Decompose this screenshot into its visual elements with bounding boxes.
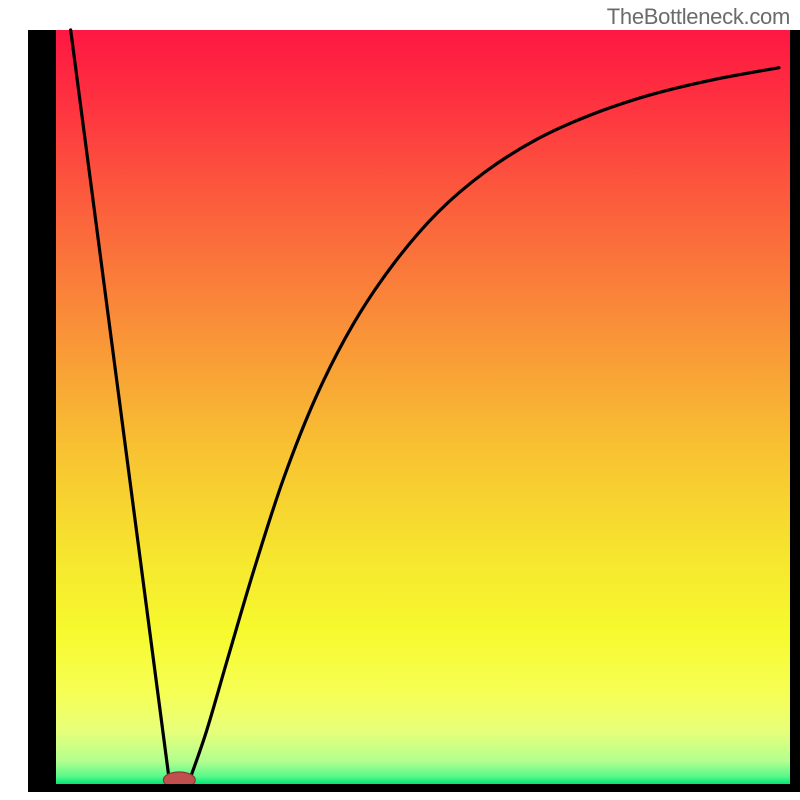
chart-container: TheBottleneck.com (0, 0, 800, 800)
left-margin (0, 0, 28, 800)
right-border (790, 30, 800, 792)
bottom-margin (0, 792, 800, 800)
plot-background (56, 30, 790, 784)
left-border (28, 30, 56, 792)
bottom-border (28, 784, 800, 792)
attribution-label: TheBottleneck.com (607, 4, 790, 30)
bottleneck-chart (0, 0, 800, 800)
